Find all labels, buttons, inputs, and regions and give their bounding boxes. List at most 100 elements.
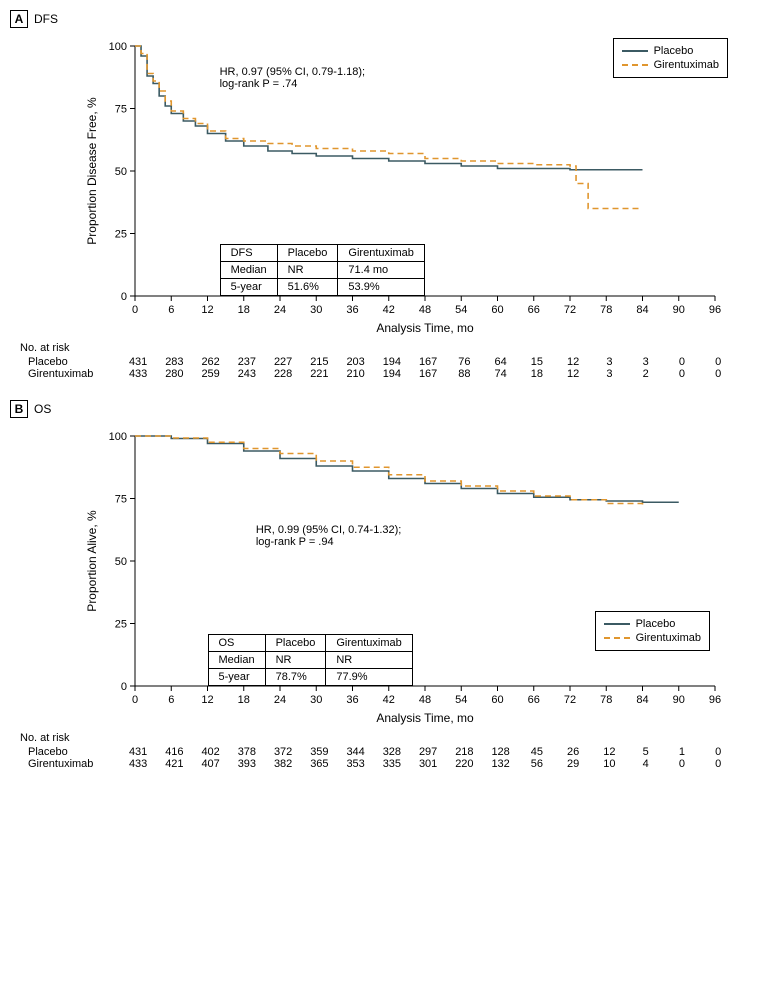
svg-text:96: 96 — [709, 694, 721, 706]
svg-text:78: 78 — [600, 304, 612, 316]
hr-annotation: HR, 0.99 (95% CI, 0.74-1.32); log-rank P… — [256, 524, 402, 548]
risk-cell: 301 — [410, 758, 446, 770]
km-chart: 0255075100061218243036424854606672788490… — [80, 426, 730, 726]
risk-cell: 262 — [193, 356, 229, 368]
stats-header-cell: Girentuximab — [326, 634, 412, 651]
risk-cell: 280 — [156, 368, 192, 380]
stats-table: OSPlaceboGirentuximabMedianNRNR5-year78.… — [208, 634, 413, 686]
svg-text:30: 30 — [310, 694, 322, 706]
svg-text:90: 90 — [673, 304, 685, 316]
svg-text:24: 24 — [274, 304, 286, 316]
legend: Placebo Girentuximab — [613, 38, 728, 78]
risk-label: Placebo — [20, 356, 120, 368]
stats-cell: NR — [277, 261, 338, 278]
stats-header-cell: OS — [208, 634, 265, 651]
risk-cell: 3 — [591, 368, 627, 380]
risk-cell: 433 — [120, 368, 156, 380]
risk-cell: 215 — [301, 356, 337, 368]
stats-cell: NR — [326, 651, 412, 668]
svg-text:50: 50 — [115, 166, 127, 178]
svg-text:50: 50 — [115, 556, 127, 568]
risk-row: Placebo431283262237227215203194167766415… — [20, 356, 770, 368]
risk-cell: 26 — [555, 746, 591, 758]
risk-cell: 220 — [446, 758, 482, 770]
risk-cell: 64 — [483, 356, 519, 368]
hr-annotation: HR, 0.97 (95% CI, 0.79-1.18); log-rank P… — [220, 66, 366, 90]
risk-table: No. at riskPlacebo4314164023783723593443… — [20, 732, 770, 770]
risk-cell: 365 — [301, 758, 337, 770]
svg-text:90: 90 — [673, 694, 685, 706]
risk-cell: 218 — [446, 746, 482, 758]
risk-cell: 5 — [628, 746, 664, 758]
risk-cell: 0 — [700, 368, 736, 380]
risk-values: 431283262237227215203194167766415123300 — [120, 356, 770, 368]
risk-cell: 210 — [338, 368, 374, 380]
svg-text:Proportion Disease Free, %: Proportion Disease Free, % — [85, 97, 99, 245]
stats-cell: 78.7% — [265, 668, 326, 685]
risk-cell: 12 — [555, 356, 591, 368]
svg-text:54: 54 — [455, 304, 467, 316]
risk-cell: 0 — [664, 758, 700, 770]
svg-text:100: 100 — [109, 431, 127, 443]
stats-cell: Median — [208, 651, 265, 668]
svg-text:42: 42 — [383, 304, 395, 316]
legend-label: Girentuximab — [636, 632, 701, 644]
risk-cell: 0 — [664, 356, 700, 368]
risk-label: Placebo — [20, 746, 120, 758]
legend-item: Placebo — [622, 45, 719, 57]
svg-text:100: 100 — [109, 41, 127, 53]
legend-label: Placebo — [636, 618, 676, 630]
risk-cell: 56 — [519, 758, 555, 770]
legend: Placebo Girentuximab — [595, 611, 710, 651]
stats-header-cell: Placebo — [277, 244, 338, 261]
svg-text:0: 0 — [121, 291, 127, 303]
risk-cell: 12 — [591, 746, 627, 758]
risk-cell: 259 — [193, 368, 229, 380]
svg-text:0: 0 — [121, 681, 127, 693]
risk-cell: 0 — [700, 758, 736, 770]
risk-cell: 353 — [338, 758, 374, 770]
svg-text:84: 84 — [636, 304, 648, 316]
stats-header-cell: Girentuximab — [338, 244, 424, 261]
panel-title: DFS — [34, 12, 58, 26]
svg-text:18: 18 — [238, 694, 250, 706]
svg-text:66: 66 — [528, 694, 540, 706]
svg-text:Proportion Alive, %: Proportion Alive, % — [85, 510, 99, 612]
risk-cell: 45 — [519, 746, 555, 758]
risk-cell: 74 — [483, 368, 519, 380]
risk-cell: 237 — [229, 356, 265, 368]
panel-a: ADFS025507510006121824303642485460667278… — [10, 10, 770, 380]
stats-cell: 71.4 mo — [338, 261, 424, 278]
stats-header-cell: Placebo — [265, 634, 326, 651]
panel-header: BOS — [10, 400, 770, 418]
stats-cell: NR — [265, 651, 326, 668]
svg-text:72: 72 — [564, 694, 576, 706]
svg-text:0: 0 — [132, 304, 138, 316]
stats-cell: 5-year — [208, 668, 265, 685]
risk-label: Girentuximab — [20, 758, 120, 770]
svg-text:30: 30 — [310, 304, 322, 316]
svg-text:60: 60 — [491, 304, 503, 316]
legend-swatch — [604, 637, 630, 639]
svg-text:24: 24 — [274, 694, 286, 706]
risk-row: Placebo431416402378372359344328297218128… — [20, 746, 770, 758]
panel-letter: A — [10, 10, 28, 28]
legend-item: Placebo — [604, 618, 701, 630]
risk-cell: 407 — [193, 758, 229, 770]
risk-cell: 359 — [301, 746, 337, 758]
legend-item: Girentuximab — [622, 59, 719, 71]
svg-text:42: 42 — [383, 694, 395, 706]
svg-text:78: 78 — [600, 694, 612, 706]
svg-text:6: 6 — [168, 304, 174, 316]
risk-cell: 421 — [156, 758, 192, 770]
risk-cell: 3 — [591, 356, 627, 368]
svg-text:60: 60 — [491, 694, 503, 706]
legend-label: Girentuximab — [654, 59, 719, 71]
stats-cell: Median — [220, 261, 277, 278]
legend-label: Placebo — [654, 45, 694, 57]
km-chart: 0255075100061218243036424854606672788490… — [80, 36, 730, 336]
svg-text:48: 48 — [419, 304, 431, 316]
risk-cell: 128 — [483, 746, 519, 758]
stats-cell: 77.9% — [326, 668, 412, 685]
svg-text:66: 66 — [528, 304, 540, 316]
